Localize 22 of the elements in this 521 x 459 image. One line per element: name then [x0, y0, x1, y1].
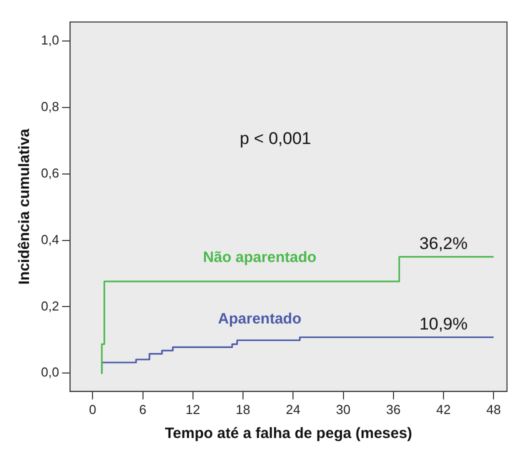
y-tick-label: 0,4 [40, 232, 60, 247]
x-axis-title: Tempo até a falha de pega (meses) [164, 425, 412, 442]
annotation: p < 0,001 [240, 128, 312, 148]
x-tick-label: 42 [436, 402, 451, 417]
x-tick-label: 0 [89, 402, 96, 417]
x-tick-label: 18 [236, 402, 250, 417]
y-tick-label: 0,6 [40, 165, 60, 180]
series-label: Aparentado [218, 310, 302, 328]
x-tick-label: 36 [386, 402, 401, 417]
y-tick-label: 0,2 [40, 298, 60, 314]
x-tick-label: 30 [336, 402, 350, 417]
x-tick-label: 24 [286, 402, 300, 417]
y-tick-label: 1,0 [40, 32, 60, 48]
x-tick-label: 12 [186, 402, 200, 417]
x-tick-label: 48 [486, 402, 501, 417]
annotation: 36,2% [419, 234, 468, 254]
y-tick-label: 0,8 [40, 98, 60, 114]
x-tick-label: 6 [139, 402, 146, 417]
annotation: 10,9% [419, 314, 468, 334]
series-label: Não aparentado [203, 248, 316, 266]
y-tick-label: 0,0 [40, 364, 60, 380]
y-axis-title: Incidência cumulativa [16, 128, 34, 285]
